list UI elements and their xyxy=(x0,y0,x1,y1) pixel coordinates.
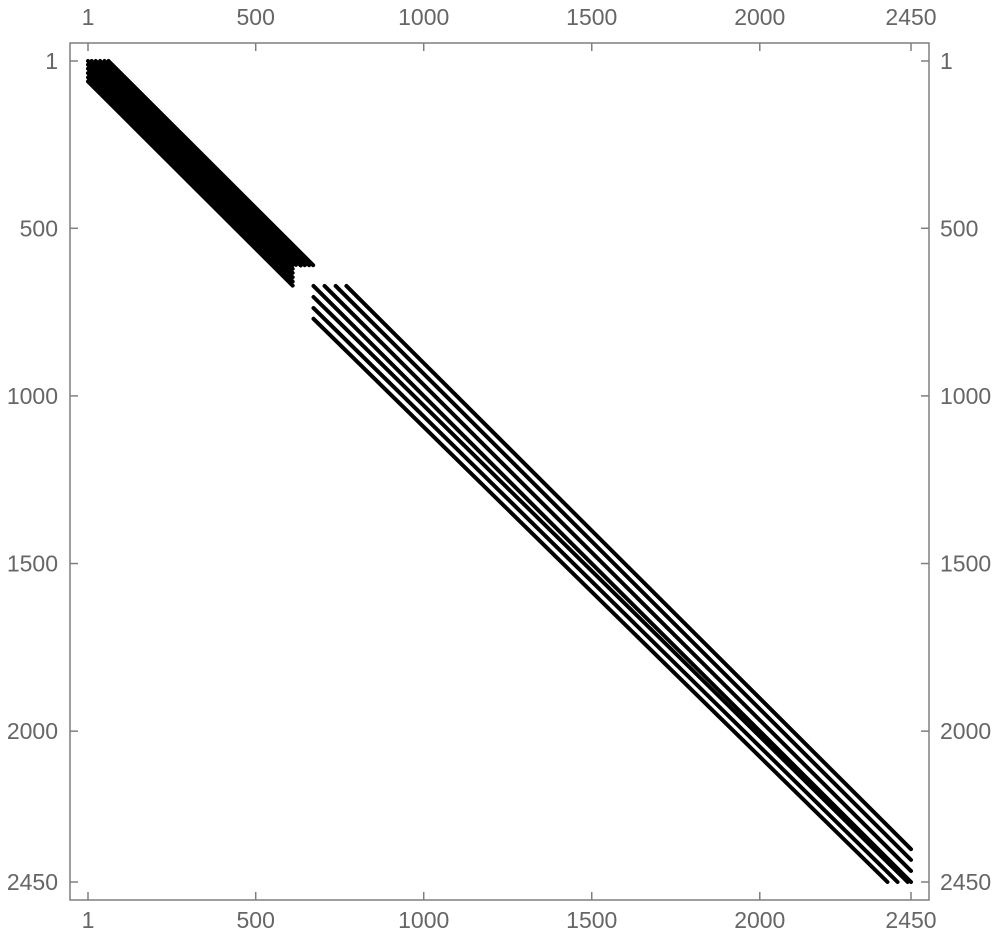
nonzero-band-1-4 xyxy=(86,71,295,280)
y-tick-label-right-2450: 2450 xyxy=(940,869,991,895)
nonzero-band-2-3 xyxy=(311,295,910,884)
nonzero-band-2-2 xyxy=(311,306,900,884)
nonzero-band-1-5 xyxy=(86,75,295,284)
nonzero-band-2-4 xyxy=(311,283,913,884)
y-tick-label-left-500: 500 xyxy=(20,215,58,241)
nonzero-band-2-5 xyxy=(322,283,913,873)
nonzero-band-1-8 xyxy=(93,59,303,268)
y-tick-label-right-500: 500 xyxy=(940,215,978,241)
y-tick-label-right-1: 1 xyxy=(940,48,953,74)
nonzero-band-1-7 xyxy=(89,59,299,267)
nonzero-band-1-6 xyxy=(86,79,295,288)
axis-ticks xyxy=(70,43,929,900)
y-tick-label-right-2000: 2000 xyxy=(940,718,991,744)
x-tick-label-bottom-1500: 1500 xyxy=(566,907,617,933)
x-tick-label-bottom-1000: 1000 xyxy=(398,907,449,933)
y-tick-label-right-1000: 1000 xyxy=(940,383,991,409)
y-tick-label-left-1000: 1000 xyxy=(7,383,58,409)
nonzero-band-1-11 xyxy=(106,59,316,268)
nonzero-band-2-7 xyxy=(344,283,913,852)
x-tick-label-bottom-1: 1 xyxy=(82,907,95,933)
x-tick-label-bottom-2450: 2450 xyxy=(885,907,936,933)
plot-frame xyxy=(69,42,930,901)
x-tick-label-top-500: 500 xyxy=(237,4,275,30)
nonzero-bands xyxy=(86,59,913,884)
nonzero-band-1-3 xyxy=(86,66,295,275)
nonzero-band-2-1 xyxy=(311,316,890,884)
y-tick-label-left-1: 1 xyxy=(45,48,58,74)
y-tick-label-right-1500: 1500 xyxy=(940,551,991,577)
x-tick-label-top-2450: 2450 xyxy=(885,4,936,30)
x-tick-label-top-1500: 1500 xyxy=(566,4,617,30)
nonzero-band-1-9 xyxy=(98,59,307,268)
x-tick-label-top-1000: 1000 xyxy=(398,4,449,30)
nonzero-band-1-1 xyxy=(86,59,295,268)
x-tick-label-bottom-2000: 2000 xyxy=(734,907,785,933)
x-tick-label-bottom-500: 500 xyxy=(237,907,275,933)
x-tick-label-top-1: 1 xyxy=(82,4,95,30)
x-tick-label-top-2000: 2000 xyxy=(734,4,785,30)
axis-tick-labels: 1150050010001000150015002000200024502450… xyxy=(7,4,991,933)
y-tick-label-left-1500: 1500 xyxy=(7,551,58,577)
y-tick-label-left-2000: 2000 xyxy=(7,718,58,744)
nonzero-band-1-10 xyxy=(102,59,312,268)
y-tick-label-left-2450: 2450 xyxy=(7,869,58,895)
nonzero-band-1-2 xyxy=(86,62,295,271)
nonzero-band-2-6 xyxy=(333,283,913,862)
